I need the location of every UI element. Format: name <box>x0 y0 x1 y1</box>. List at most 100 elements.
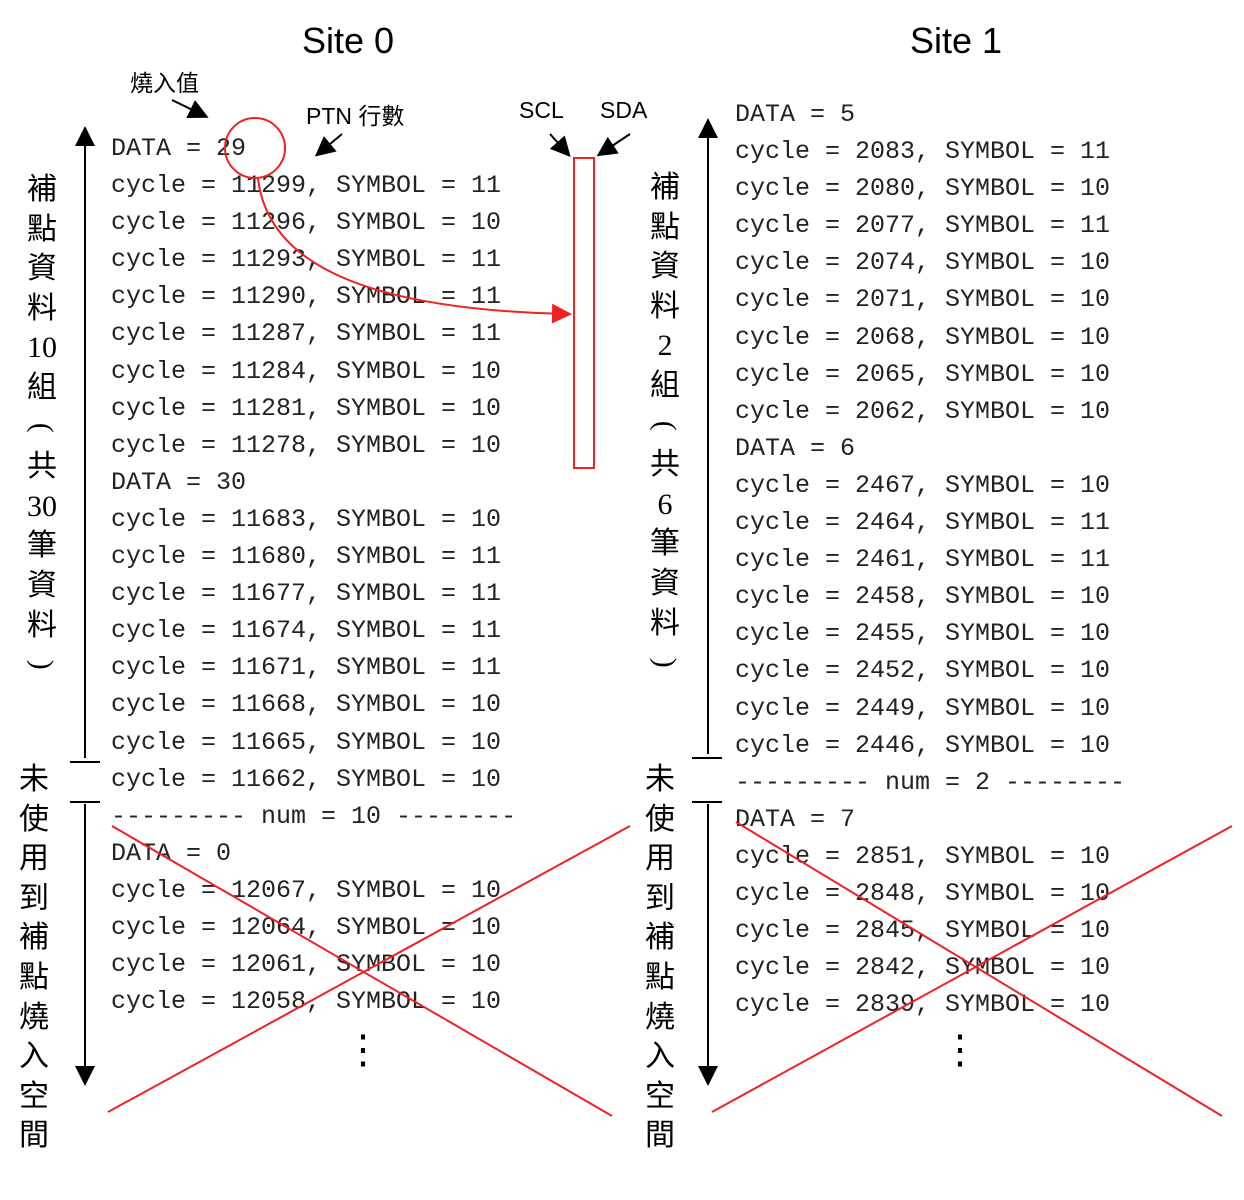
code-line: cycle = 2455, SYMBOL = 10 <box>735 619 1111 649</box>
vertical-char: 30 <box>27 489 57 523</box>
code-line: cycle = 11293, SYMBOL = 11 <box>111 245 502 275</box>
vertical-char: 補 <box>19 921 49 955</box>
code-line: cycle = 12064, SYMBOL = 10 <box>111 912 502 942</box>
code-line: cycle = 2083, SYMBOL = 11 <box>735 137 1111 167</box>
vertical-char: 補 <box>27 173 57 206</box>
vertical-char: 到 <box>645 881 675 915</box>
code-line: cycle = 2461, SYMBOL = 11 <box>735 545 1111 575</box>
code-line: cycle = 2074, SYMBOL = 10 <box>735 248 1111 278</box>
vertical-char: 入 <box>645 1040 675 1074</box>
vertical-char: 10 <box>27 331 57 365</box>
code-line: cycle = 12067, SYMBOL = 10 <box>111 875 502 905</box>
site0-title: Site 0 <box>302 20 395 61</box>
site0-unused-range-arrow <box>70 801 100 1086</box>
vertical-char: 共 <box>650 448 680 482</box>
code-line: cycle = 11674, SYMBOL = 11 <box>111 616 502 646</box>
sda-pointer <box>596 133 631 157</box>
vertical-char: 補 <box>645 921 675 955</box>
code-line: cycle = 11284, SYMBOL = 10 <box>111 356 502 386</box>
burn-value-to-sda-arrow <box>257 177 572 324</box>
vertical-char: 6 <box>657 487 673 521</box>
code-line: cycle = 12058, SYMBOL = 10 <box>111 987 502 1017</box>
vertical-char: 資 <box>650 566 680 600</box>
code-line: DATA = 7 <box>735 804 856 834</box>
vertical-char: 用 <box>645 842 675 876</box>
site0-unused-cross <box>107 825 631 1117</box>
vertical-char: 筆 <box>650 527 680 561</box>
vertical-char: 2 <box>657 329 673 363</box>
code-line: cycle = 2077, SYMBOL = 11 <box>735 211 1111 241</box>
site1-unused-range-arrow <box>692 801 722 1086</box>
vertical-char: 資 <box>27 252 57 286</box>
site0-code-block: DATA = 29 cycle = 11299, SYMBOL = 11 cycle… <box>111 130 516 1020</box>
vertical-char: 點 <box>27 212 57 246</box>
code-line: cycle = 11680, SYMBOL = 11 <box>111 542 502 572</box>
code-line: DATA = 6 <box>735 433 856 463</box>
vertical-char: 點 <box>19 960 49 994</box>
code-line: cycle = 11296, SYMBOL = 10 <box>111 208 502 238</box>
burn-value-pointer <box>171 99 209 119</box>
vertical-char: 料 <box>27 291 57 325</box>
code-line: cycle = 2080, SYMBOL = 10 <box>735 174 1111 204</box>
code-line: cycle = 11683, SYMBOL = 10 <box>111 504 502 534</box>
code-line: DATA = 30 <box>111 467 247 497</box>
sda-column-highlight-box <box>573 157 595 469</box>
site1-unused-label: 未使用到補點燒入空間 <box>640 760 680 1156</box>
vertical-char: 資 <box>650 250 680 284</box>
burn-value-label: 燒入值 <box>130 70 199 96</box>
vertical-char: 資 <box>27 568 57 602</box>
code-line: DATA = 5 <box>735 100 856 129</box>
vertical-char: 料 <box>27 608 57 642</box>
code-line: cycle = 11668, SYMBOL = 10 <box>111 690 502 720</box>
code-line: cycle = 11677, SYMBOL = 11 <box>111 579 502 609</box>
code-line: cycle = 2452, SYMBOL = 10 <box>735 656 1111 686</box>
code-line: cycle = 11278, SYMBOL = 10 <box>111 430 502 460</box>
code-line: cycle = 11665, SYMBOL = 10 <box>111 727 502 757</box>
vertical-char: 筆 <box>27 529 57 563</box>
code-line: cycle = 2068, SYMBOL = 10 <box>735 322 1111 352</box>
vertical-char: 料 <box>650 289 680 323</box>
code-line: DATA = 29 <box>111 134 247 163</box>
code-line: cycle = 2071, SYMBOL = 10 <box>735 285 1111 315</box>
site1-code-block: DATA = 5 cycle = 2083, SYMBOL = 11 cycle =… <box>735 96 1125 1023</box>
vertical-char: 用 <box>19 842 49 876</box>
scl-pointer <box>549 133 571 157</box>
code-line: cycle = 2845, SYMBOL = 10 <box>735 916 1111 946</box>
vertical-char: 補 <box>650 171 680 204</box>
vertical-char: 未 <box>645 763 675 796</box>
code-line: cycle = 2449, SYMBOL = 10 <box>735 693 1111 723</box>
vertical-char: 組 <box>27 370 57 404</box>
vertical-char: 間 <box>645 1119 675 1153</box>
site1-title: Site 1 <box>910 20 1003 61</box>
site0-used-label: 補點資料 10 組(共 30 筆資料) <box>22 170 62 685</box>
vertical-char: 空 <box>645 1079 675 1113</box>
code-line: --------- num = 10 -------- <box>111 801 517 831</box>
vertical-char: 使 <box>19 802 49 836</box>
site0-unused-label: 未使用到補點燒入空間 <box>14 760 54 1156</box>
code-line: cycle = 2458, SYMBOL = 10 <box>735 582 1111 612</box>
sda-label: SDA <box>600 97 648 123</box>
vertical-char: 共 <box>27 450 57 484</box>
code-line: cycle = 11281, SYMBOL = 10 <box>111 393 502 423</box>
code-line: cycle = 2848, SYMBOL = 10 <box>735 878 1111 908</box>
vertical-char: 燒 <box>645 1000 675 1034</box>
scl-label: SCL <box>519 97 564 123</box>
vertical-char: 未 <box>19 763 49 796</box>
site0-used-range-arrow <box>70 126 100 763</box>
code-line: cycle = 11671, SYMBOL = 11 <box>111 653 502 683</box>
vertical-char: 組 <box>650 368 680 402</box>
burn-value-highlight-circle <box>224 117 286 179</box>
vertical-char: 料 <box>650 606 680 640</box>
ptn-rows-label: PTN 行數 <box>306 103 405 129</box>
code-line: cycle = 11287, SYMBOL = 11 <box>111 319 502 349</box>
vertical-char: 空 <box>19 1079 49 1113</box>
vertical-char: 燒 <box>19 1000 49 1034</box>
code-line: cycle = 2464, SYMBOL = 11 <box>735 508 1111 538</box>
code-line: cycle = 2851, SYMBOL = 10 <box>735 841 1111 871</box>
vertical-char: 點 <box>650 210 680 244</box>
vertical-char: 間 <box>19 1119 49 1153</box>
vertical-char: 點 <box>645 960 675 994</box>
code-line: cycle = 2446, SYMBOL = 10 <box>735 730 1111 760</box>
